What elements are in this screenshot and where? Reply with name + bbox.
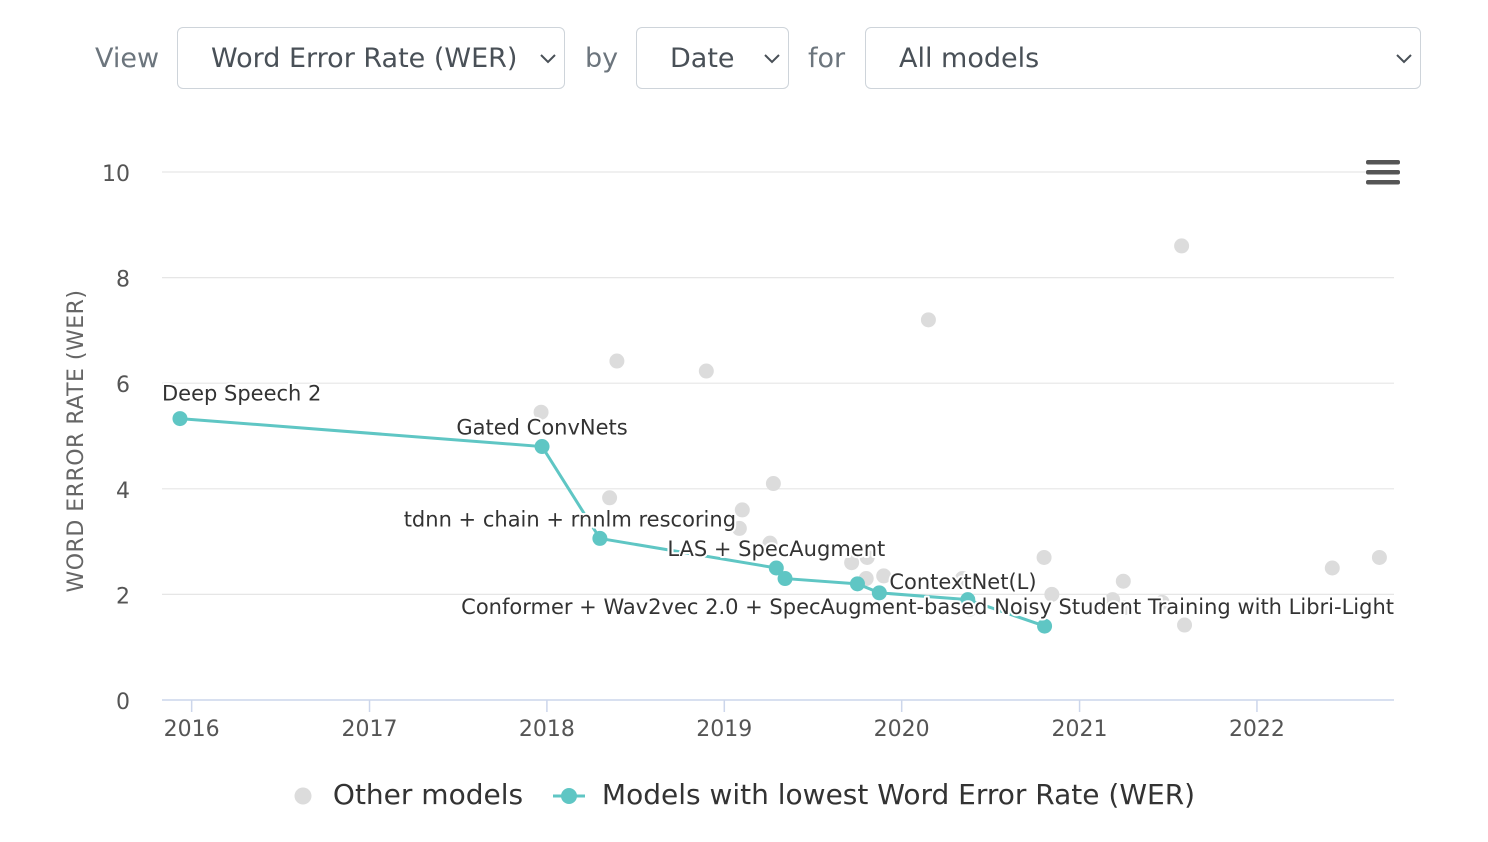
axis-select-value: Date: [670, 43, 735, 74]
metric-select-value: Word Error Rate (WER): [211, 43, 518, 74]
x-tick-label: 2022: [1229, 717, 1285, 742]
legend-best-models[interactable]: Models with lowest Word Error Rate (WER): [551, 775, 1195, 815]
legend-marker-other: [294, 787, 312, 805]
best-model-data-label: tdnn + chain + rnnlm rescoring: [404, 507, 736, 531]
best-model-point: [768, 560, 784, 576]
other-model-point: [734, 502, 750, 518]
other-model-point: [1036, 549, 1052, 565]
other-model-point: [859, 549, 875, 565]
other-model-point: [765, 476, 781, 492]
other-model-point: [1177, 617, 1193, 633]
x-tick-label: 2017: [342, 717, 398, 742]
by-label: by: [585, 43, 619, 74]
other-model-point: [920, 312, 936, 328]
wer-chart: 0 2 4 6 8 10 2016 2017 2018 2019 2020 2021 2022 WORD …: [0, 120, 1488, 842]
other-model-point: [762, 535, 778, 551]
legend-label-best: Models with lowest Word Error Rate (WER): [601, 778, 1196, 811]
view-label: View: [95, 43, 160, 74]
best-model-point: [172, 411, 188, 427]
best-model-data-label: Deep Speech 2: [162, 382, 321, 406]
x-tick-label: 2016: [164, 717, 220, 742]
y-axis-title: WORD ERROR RATE (WER): [64, 289, 89, 592]
other-model-point: [1116, 600, 1132, 616]
best-model-point: [592, 530, 608, 546]
other-model-point: [1324, 560, 1340, 576]
other-model-point: [609, 353, 625, 369]
models-select[interactable]: All models: [865, 27, 1421, 89]
other-model-point: [1174, 238, 1190, 254]
other-model-point: [533, 404, 549, 420]
chevron-down-icon: [540, 54, 556, 64]
other-model-point: [876, 568, 892, 584]
chevron-down-icon: [1396, 54, 1412, 64]
other-model-point: [1154, 594, 1170, 610]
y-tick-label: 2: [116, 584, 130, 609]
other-model-point: [1115, 573, 1131, 589]
other-model-point: [1105, 592, 1121, 608]
legend-marker-best: [553, 788, 585, 804]
x-tick-label: 2020: [874, 717, 930, 742]
chevron-down-icon: [764, 54, 780, 64]
other-model-point: [1371, 549, 1387, 565]
metric-select[interactable]: Word Error Rate (WER): [177, 27, 565, 89]
other-model-point: [844, 555, 860, 571]
legend-other-models[interactable]: Other models: [292, 775, 523, 815]
y-tick-label: 4: [116, 479, 130, 504]
x-tick-label: 2018: [519, 717, 575, 742]
other-model-point: [954, 571, 970, 587]
y-tick-label: 10: [102, 162, 130, 187]
best-model-data-label: LAS + SpecAugment: [667, 537, 885, 561]
other-model-point: [602, 490, 618, 506]
other-model-point: [698, 363, 714, 379]
y-tick-label: 0: [116, 690, 130, 715]
y-tick-label: 6: [116, 373, 130, 398]
best-model-data-label: ContextNet(L): [889, 570, 1036, 594]
best-model-point: [960, 592, 976, 608]
best-model-point: [849, 576, 865, 592]
best-model-point: [777, 571, 793, 587]
axis-select[interactable]: Date: [636, 27, 789, 89]
best-model-data-label: Gated ConvNets: [456, 416, 627, 440]
x-tick-label: 2021: [1052, 717, 1108, 742]
y-tick-label: 8: [116, 268, 130, 293]
hamburger-menu-icon[interactable]: [1362, 156, 1404, 192]
best-model-point: [534, 439, 550, 455]
other-model-point: [731, 520, 747, 536]
legend-label-other: Other models: [332, 778, 524, 811]
best-model-point: [1037, 618, 1053, 634]
best-model-point: [871, 585, 887, 601]
chart-canvas: 0 2 4 6 8 10 2016 2017 2018 2019 2020 2021 2022 WORD …: [64, 162, 1396, 742]
x-tick-label: 2019: [696, 717, 752, 742]
other-model-point: [1044, 586, 1060, 602]
for-label: for: [808, 43, 846, 74]
controls-bar: View Word Error Rate (WER) by Date for A…: [0, 0, 1488, 120]
best-model-data-label: Conformer + Wav2vec 2.0 + SpecAugment-ba…: [461, 595, 1394, 619]
models-select-value: All models: [899, 43, 1040, 74]
